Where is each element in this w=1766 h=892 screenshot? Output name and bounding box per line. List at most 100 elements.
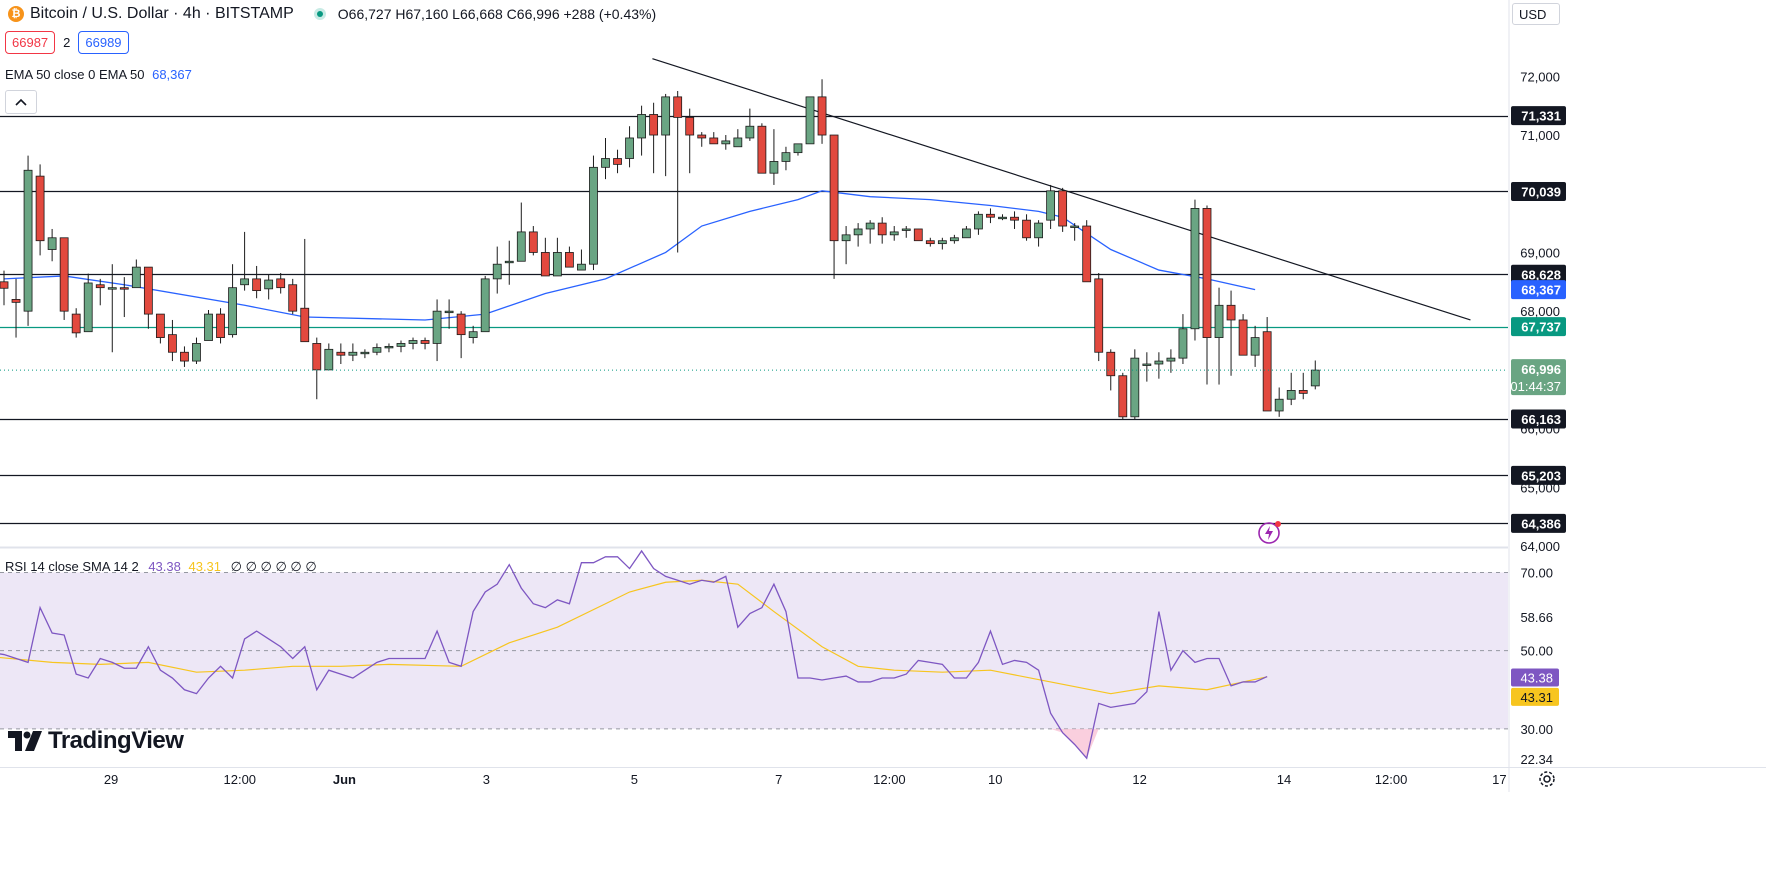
candle-body xyxy=(1274,398,1284,412)
candle-body xyxy=(312,343,322,371)
symbol-legend: ₿ Bitcoin / U.S. Dollar · 4h · BITSTAMP … xyxy=(8,5,656,23)
rsi-ma-value-tag: 43.31 xyxy=(1511,687,1559,706)
candle-body xyxy=(721,140,731,145)
candle xyxy=(589,155,598,271)
candle-body xyxy=(865,222,875,230)
bid-button[interactable]: 66987 xyxy=(5,31,56,54)
chevron-up-icon xyxy=(15,98,27,106)
candle-body xyxy=(552,252,562,277)
candle xyxy=(601,137,610,180)
candle-body xyxy=(1070,225,1080,228)
candle xyxy=(384,343,394,353)
candle-body xyxy=(601,158,610,168)
candle xyxy=(1106,349,1116,391)
candle-body xyxy=(468,331,478,338)
candle xyxy=(769,129,779,185)
candle-body xyxy=(456,313,466,336)
candle xyxy=(1022,214,1031,241)
candle xyxy=(1046,184,1056,229)
tradingview-logo[interactable]: TradingView xyxy=(8,727,184,755)
candle-body xyxy=(360,351,370,355)
candle xyxy=(781,146,791,171)
candle-body xyxy=(1214,304,1224,338)
candle xyxy=(841,226,851,265)
candle xyxy=(865,220,875,244)
candle-body xyxy=(637,114,646,139)
candle-body xyxy=(180,351,189,362)
rsi-tick-label: 70.00 xyxy=(1520,565,1553,580)
candle xyxy=(889,226,899,241)
ema-legend[interactable]: EMA 50 close 0 EMA 50 68,367 xyxy=(5,67,192,82)
candle-body xyxy=(793,143,803,154)
candle xyxy=(432,299,442,362)
candle-body xyxy=(408,340,418,344)
candle-body xyxy=(625,137,634,159)
time-tick-label: 14 xyxy=(1277,772,1291,787)
candle xyxy=(661,93,671,177)
collapse-legend-button[interactable] xyxy=(5,90,37,114)
candle xyxy=(1142,352,1152,382)
currency-selector[interactable]: USD xyxy=(1512,3,1560,25)
rsi-legend[interactable]: RSI 14 close SMA 14 2 43.38 43.31 ∅ ∅ ∅ … xyxy=(5,559,317,575)
candle xyxy=(697,132,707,147)
candle-body xyxy=(1082,225,1092,283)
candle-body xyxy=(528,231,538,253)
candle xyxy=(492,246,502,294)
candle xyxy=(240,231,250,291)
horizontal-levels xyxy=(0,115,1508,525)
candle xyxy=(1202,205,1212,385)
candle-body xyxy=(781,152,791,162)
rsi-tick-label: 58.66 xyxy=(1520,610,1553,625)
candle-body xyxy=(59,237,69,312)
bitcoin-icon: ₿ xyxy=(8,6,24,22)
candle xyxy=(877,217,887,244)
candle-body xyxy=(204,313,213,341)
candle-body xyxy=(540,252,550,277)
candle xyxy=(673,91,683,253)
candle xyxy=(420,337,430,350)
candle xyxy=(913,228,923,242)
symbol-title[interactable]: Bitcoin / U.S. Dollar · 4h · BITSTAMP xyxy=(30,5,294,22)
level-tag-4-bg xyxy=(1511,409,1566,429)
ask-button[interactable]: 66989 xyxy=(78,31,129,54)
rsi-tick-label: 22.34 xyxy=(1520,752,1553,767)
candle-body xyxy=(35,175,45,242)
candle xyxy=(444,299,454,329)
candle-body xyxy=(949,237,959,242)
candle-body xyxy=(1058,190,1068,227)
candle-body xyxy=(23,169,33,312)
candle-body xyxy=(348,351,358,356)
candle xyxy=(1262,317,1272,412)
candle-body xyxy=(83,282,93,333)
candle xyxy=(528,226,538,256)
candle xyxy=(336,343,346,364)
last-price-tag-text: 66,996 xyxy=(1521,362,1561,377)
candle xyxy=(480,275,490,333)
trendline xyxy=(652,58,1471,321)
candle xyxy=(1238,314,1248,356)
candle-body xyxy=(1106,351,1116,377)
candle xyxy=(216,308,225,344)
candle-body xyxy=(673,96,683,118)
candle-body xyxy=(817,96,827,136)
candle-body xyxy=(962,228,971,239)
price-tick-label: 69,000 xyxy=(1520,245,1560,260)
gear-icon[interactable] xyxy=(1536,768,1558,790)
candle-body xyxy=(420,340,430,344)
candle xyxy=(649,102,659,174)
candle-body xyxy=(504,260,514,264)
candle xyxy=(793,143,803,156)
last-price-tag-countdown: 01:44:37 xyxy=(1510,379,1561,394)
candle-body xyxy=(155,313,165,338)
candle-body xyxy=(974,213,983,230)
candle-body xyxy=(276,278,286,289)
candle-body xyxy=(47,237,57,250)
market-status-icon[interactable] xyxy=(313,8,326,20)
candle xyxy=(1082,220,1092,283)
level-tag-6: 64,386 xyxy=(1511,513,1566,533)
candle xyxy=(805,96,815,145)
candle-body xyxy=(613,158,622,165)
candle-body xyxy=(1262,331,1272,412)
candle-body xyxy=(480,278,490,333)
flash-icon[interactable] xyxy=(1257,520,1281,544)
